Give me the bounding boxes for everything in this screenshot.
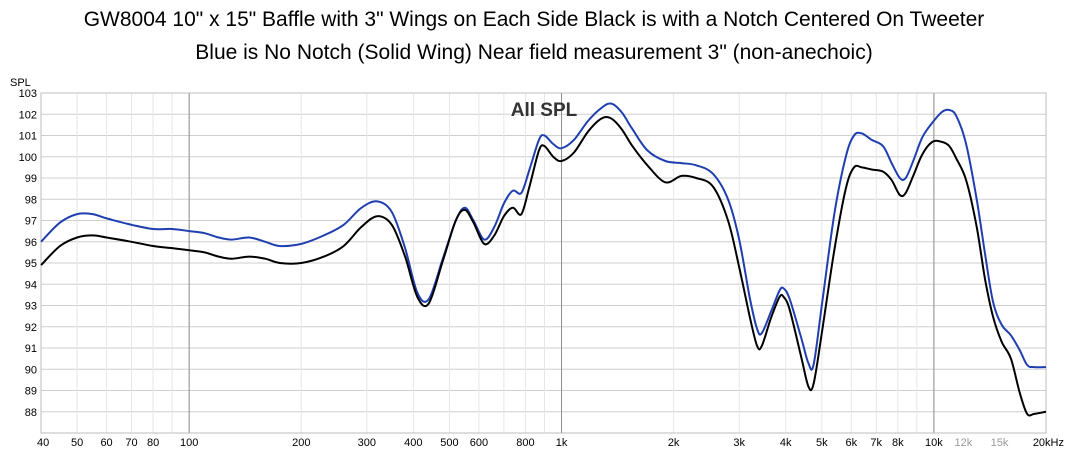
- x-tick-label-6k: 6k: [845, 437, 857, 449]
- y-tick-label-89: 89: [25, 386, 37, 398]
- x-tick-label-3k: 3k: [733, 437, 745, 449]
- x-tick-label-7k: 7k: [870, 437, 882, 449]
- x-tick-label-5k: 5k: [816, 437, 828, 449]
- x-tick-label-800: 800: [516, 437, 534, 449]
- y-axis-label: SPL: [10, 77, 31, 89]
- y-tick-label-91: 91: [25, 343, 37, 355]
- x-tick-label-20kHz: 20kHz: [1033, 437, 1064, 449]
- y-tick-label-100: 100: [19, 152, 37, 164]
- x-tick-label-15k: 15k: [991, 437, 1009, 449]
- y-tick-label-96: 96: [25, 237, 37, 249]
- y-tick-label-94: 94: [25, 279, 37, 291]
- chart-title-line-2: Blue is No Notch (Solid Wing) Near field…: [195, 41, 873, 64]
- x-tick-label-80: 80: [147, 437, 159, 449]
- y-tick-label-95: 95: [25, 258, 37, 270]
- x-tick-label-400: 400: [404, 437, 422, 449]
- series-line-1: [40, 102, 1047, 371]
- y-tick-label-101: 101: [19, 131, 37, 143]
- x-tick-label-70: 70: [125, 437, 137, 449]
- x-tick-label-8k: 8k: [892, 437, 904, 449]
- y-tick-label-103: 103: [19, 88, 37, 100]
- x-tick-label-500: 500: [440, 437, 458, 449]
- series-layer: [40, 102, 1047, 417]
- x-tick-label-50: 50: [71, 437, 83, 449]
- x-tick-label-300: 300: [358, 437, 376, 449]
- x-tick-label-2k: 2k: [668, 437, 680, 449]
- x-tick-labels: 40 50 60 70 80 100 200 300 400 500 600 800 1k 2k 3k 4k 5…: [37, 437, 1064, 449]
- series-line-2: [40, 116, 1047, 417]
- inner-chart-label: All SPL: [511, 100, 578, 121]
- y-tick-label-88: 88: [25, 407, 37, 419]
- y-tick-label-97: 97: [25, 216, 37, 228]
- y-tick-label-93: 93: [25, 301, 37, 313]
- y-tick-label-99: 99: [25, 173, 37, 185]
- y-tick-label-92: 92: [25, 322, 37, 334]
- x-tick-label-12k: 12k: [955, 437, 973, 449]
- y-tick-label-98: 98: [25, 194, 37, 206]
- y-tick-label-90: 90: [25, 364, 37, 376]
- plot-frame: [40, 92, 1047, 434]
- x-tick-label-60: 60: [100, 437, 112, 449]
- x-tick-label-10k: 10k: [925, 437, 943, 449]
- x-tick-label-200: 200: [292, 437, 310, 449]
- x-tick-label-4k: 4k: [780, 437, 792, 449]
- grid-layer: [41, 92, 1046, 433]
- x-tick-label-40: 40: [37, 437, 49, 449]
- x-tick-label-100: 100: [180, 437, 198, 449]
- y-tick-label-102: 102: [19, 109, 37, 121]
- x-tick-label-1k: 1k: [556, 437, 568, 449]
- y-tick-labels: 88 89 90 91 92 93 94 95 96 97 98 99 100 101 102 103: [19, 88, 37, 419]
- x-tick-label-600: 600: [470, 437, 488, 449]
- chart-title-line-1: GW8004 10" x 15" Baffle with 3" Wings on…: [83, 8, 985, 31]
